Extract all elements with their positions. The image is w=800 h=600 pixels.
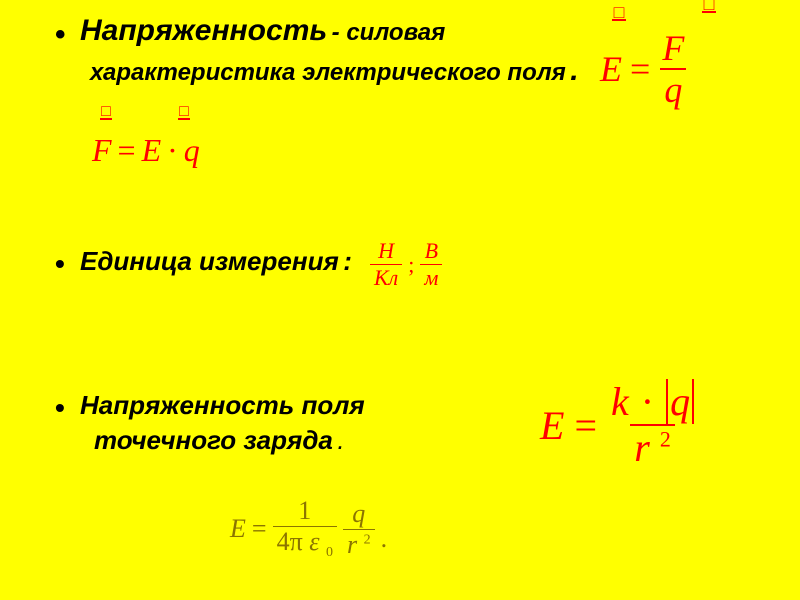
section1-line2: характеристика электрического поля . [90,54,579,88]
fpe-exp: 2 [364,532,371,547]
fF-q: q [184,132,200,169]
fE-frac: F q [658,30,688,108]
bullet-3: • [55,392,65,424]
fp-eq: = [574,402,597,449]
u1-num: Н [374,240,398,264]
s2-colon: : [343,246,352,276]
fpe-f2-den: r 2 [343,529,375,558]
fE-eq: = [630,48,650,90]
s1-dash: - [332,19,347,46]
s3-period: . [337,425,344,455]
vec-E-mark-1: □ [612,8,626,21]
fpe-frac1: 1 4π ε 0 [273,498,337,560]
fp-lhs: E [540,402,564,449]
fE-den: q [660,68,686,108]
section1-line1: Напряженность - силовая [80,14,445,48]
fpe-frac2: q r 2 [343,501,375,558]
fp-k: k [611,379,629,424]
bullet-1: • [55,18,66,52]
formula-point-eps: E = 1 4π ε 0 q r 2 . [230,498,387,560]
fp-num: k · q [607,382,698,424]
fpe-f1-num: 1 [294,498,315,526]
s1-sub1: силовая [346,19,445,46]
fp-q: q [670,379,690,424]
fp-abs: q [666,379,694,424]
vec-F-mark-2: □ [100,108,112,120]
section3: Напряженность поля точечного заряда . [80,390,365,456]
fp-frac: k · q r 2 [607,382,698,468]
s3-line1: Напряженность поля [80,390,365,420]
s3-line2: точечного заряда [94,425,333,455]
u1-den: Кл [370,264,402,289]
fF-lhs: F [92,132,112,169]
fpe-eps-sub: 0 [326,545,333,560]
bullet-2: • [55,248,65,280]
s1-line2: характеристика электрического поля [90,59,566,86]
fpe-lhs: E [230,514,246,544]
section2-label: Единица измерения : [80,246,352,277]
fE-num: F [658,30,688,68]
unit1: Н Кл [370,240,402,289]
u2-den: м [420,264,442,289]
unit2: В м [420,240,442,289]
fpe-eq: = [252,514,267,544]
fpe-4pi: 4π [277,527,303,556]
fpe-f2-num: q [348,501,369,529]
s1-title-main: Напряженность [80,14,327,47]
formula-E-definition: E = F q [600,30,688,108]
units: Н Кл ; В м [370,240,442,289]
fF-dot: · [167,132,178,169]
vec-E-mark-2: □ [178,108,190,120]
formula-point-charge: E = k · q r 2 [540,382,698,468]
fpe-r: r [347,530,357,559]
u-sep: ; [408,252,414,278]
u2-num: В [421,240,442,264]
s2-label: Единица измерения [80,246,339,276]
s1-period: . [570,54,578,87]
fp-exp: 2 [660,427,671,452]
fE-lhs: E [600,48,622,90]
fpe-period: . [381,524,388,554]
fp-r: r [634,425,650,470]
fpe-f1-den: 4π ε 0 [273,526,337,560]
fF-E: E [142,132,162,169]
vec-F-mark-1: □ [702,0,716,13]
fp-dot: · [641,379,654,424]
formula-F: F = E · q [92,132,200,169]
fp-den: r 2 [630,424,675,468]
fpe-eps: ε [309,527,319,556]
fF-eq: = [118,132,136,169]
